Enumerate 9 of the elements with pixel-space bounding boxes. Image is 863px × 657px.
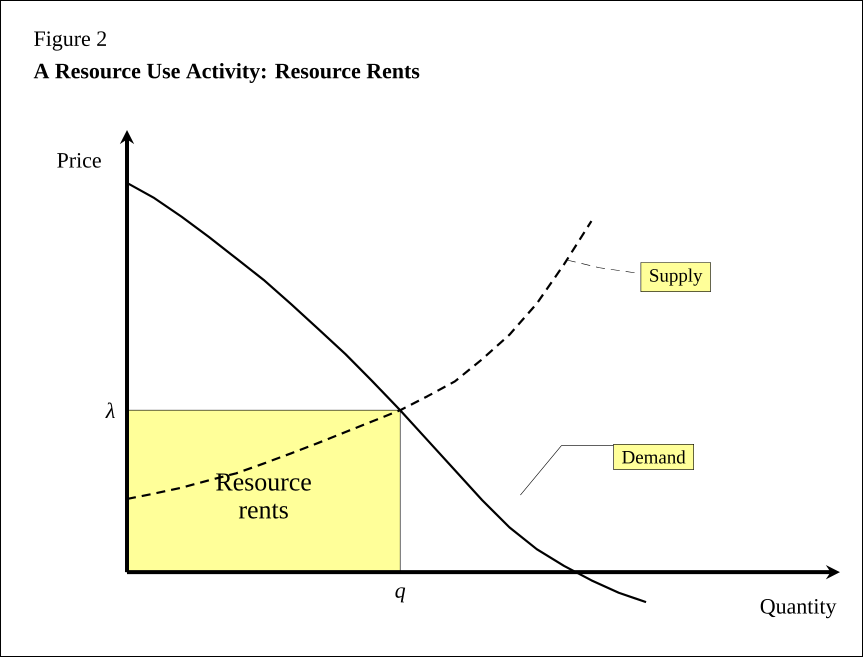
y-axis-title: Price <box>57 152 101 168</box>
chart-title: A Resource Use Activity: Resource Rents <box>34 63 420 83</box>
x-axis-title: Quantity <box>760 599 836 618</box>
text: Demand <box>622 450 686 464</box>
caption: Figure 2 <box>34 31 106 51</box>
annotation: q <box>395 587 406 602</box>
annotation: λ <box>105 402 115 418</box>
legend-label: Supply <box>650 268 702 286</box>
series-label: Resource rents <box>216 473 311 519</box>
